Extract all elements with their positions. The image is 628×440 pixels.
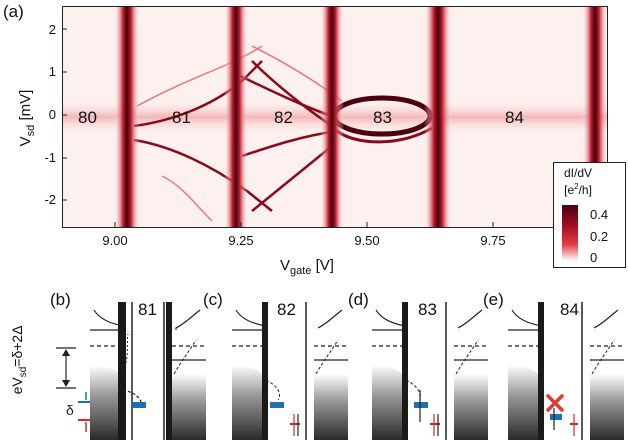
degeneracy-stripe — [114, 6, 140, 228]
colorbar-tick: 0.2 — [590, 229, 609, 244]
region-number: 81 — [172, 108, 191, 127]
panel-b-number: 81 — [138, 300, 157, 319]
x-tick-label: 9.75 — [480, 233, 506, 248]
degeneracy-stripe — [224, 6, 248, 228]
region-number: 84 — [505, 108, 524, 127]
x-axis-title: Vgate [V] — [280, 257, 334, 277]
colorbar-box: dI/dV [e2/h] 0.4 0.2 0 — [553, 162, 626, 268]
region-number: 80 — [78, 108, 97, 127]
degeneracy-stripe — [424, 6, 452, 228]
panel-d-label: (d) — [348, 290, 369, 309]
region-number: 82 — [274, 108, 293, 127]
colorbar-tick: 0 — [590, 250, 598, 265]
dot-level — [550, 414, 562, 420]
faint-resonance — [136, 45, 263, 107]
resonance-line — [336, 126, 433, 144]
colorbar-tick: 0.4 — [590, 207, 609, 222]
dot-level — [414, 402, 428, 408]
region-number: 83 — [373, 108, 392, 127]
y-tick-label: -2 — [44, 192, 56, 207]
x-tick-label: 9.50 — [354, 233, 380, 248]
faint-resonance — [161, 175, 213, 222]
blocked-cross-icon — [546, 394, 564, 412]
diagram-e — [508, 302, 624, 440]
dot-level — [132, 402, 146, 408]
schematics — [90, 302, 624, 440]
dot-level — [270, 402, 284, 408]
x-tick-label: 9.00 — [102, 233, 128, 248]
y-tick-label: 2 — [48, 22, 56, 37]
degeneracy-stripe — [320, 6, 344, 228]
y-tick-label: 1 — [48, 64, 56, 79]
x-tick-label: 9.25 — [228, 233, 254, 248]
panel-c-number: 82 — [277, 300, 296, 319]
heatmap-plot — [62, 6, 608, 228]
delta-label: δ — [66, 402, 74, 418]
colorbar-gradient — [562, 205, 578, 261]
panel-e-number: 84 — [560, 300, 579, 319]
diagram-c — [232, 302, 348, 440]
y-tick-label: 0 — [48, 107, 56, 122]
panel-d-number: 83 — [418, 300, 437, 319]
panel-b-label: (b) — [50, 290, 71, 309]
panel-a-label: (a) — [3, 2, 24, 21]
diagram-b — [90, 302, 206, 440]
diagram-d — [372, 302, 488, 440]
colorbar-title: dI/dV [e2/h] — [564, 166, 593, 197]
panel-e-label: (e) — [483, 290, 504, 309]
y-tick-label: -1 — [44, 150, 56, 165]
panel-c-label: (c) — [203, 290, 223, 309]
